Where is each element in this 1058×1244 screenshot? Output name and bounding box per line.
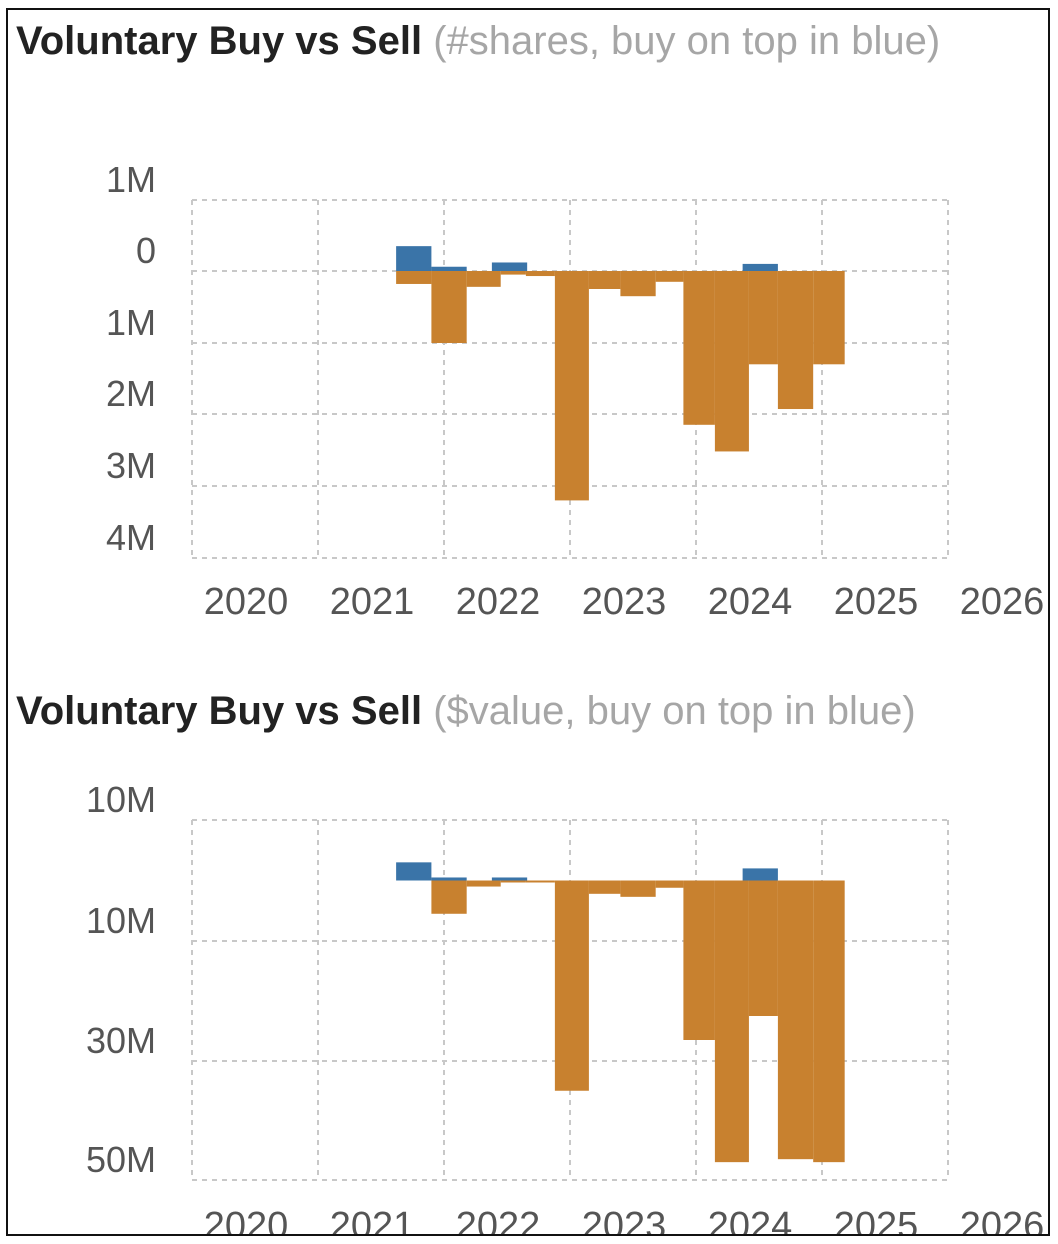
buy-bar (396, 246, 432, 271)
sell-bar (431, 880, 467, 914)
sell-bar (655, 880, 684, 888)
sell-bar (500, 271, 526, 275)
sell-bar (588, 271, 621, 289)
y-tick-label: 30M (86, 1020, 156, 1061)
sell-bar (466, 880, 501, 887)
sell-bar (396, 271, 432, 284)
value-chart-block: Voluntary Buy vs Sell ($value, buy on to… (8, 10, 1048, 1236)
buy-bar (742, 868, 778, 881)
sell-bar (748, 880, 778, 1016)
sell-bar (466, 271, 501, 287)
y-tick-label: 1M (106, 302, 156, 343)
value-bar-chart: 10M 10M 30M 50M 2020 2021 2022 2023 2024 2025 2026 (86, 779, 1045, 1236)
y-tick-label: 4M (106, 517, 156, 558)
x-tick-label: 2025 (834, 1205, 919, 1236)
value-chart-title: Voluntary Buy vs Sell ($value, buy on to… (16, 686, 1048, 736)
sell-bar (813, 880, 845, 1163)
sell-bar (500, 880, 526, 883)
x-tick-label: 2024 (708, 1205, 793, 1236)
shares-chart-block: Voluntary Buy vs Sell (#shares, buy on t… (8, 10, 1048, 670)
shares-chart-title: Voluntary Buy vs Sell (#shares, buy on t… (16, 16, 1016, 66)
x-tick-label: 2022 (456, 1205, 541, 1236)
x-tick-label: 2022 (456, 581, 541, 623)
y-tick-label: 2M (106, 373, 156, 414)
x-tick-label: 2023 (582, 581, 667, 623)
shares-bar-chart: 1M 0 1M 2M 3M 4M 2020 2021 2022 2023 2024 2025 2026 (106, 159, 1045, 623)
sell-bar (683, 271, 715, 425)
buy-bar (396, 862, 432, 881)
sell-bar (620, 880, 656, 897)
shares-chart-title-sub: (#shares, buy on top in blue) (433, 19, 941, 63)
y-tick-label: 3M (106, 445, 156, 486)
sell-bar (748, 271, 778, 365)
buy-bar (431, 266, 467, 271)
x-tick-label: 2020 (204, 581, 289, 623)
value-chart-title-sub: ($value, buy on top in blue) (433, 689, 916, 733)
value-chart-title-main: Voluntary Buy vs Sell (16, 689, 423, 733)
sell-bar (588, 880, 621, 894)
sell-bar (620, 271, 656, 297)
x-tick-label: 2023 (582, 1205, 667, 1236)
x-tick-label: 2024 (708, 581, 793, 623)
buy-bar (491, 877, 528, 881)
sell-bar (431, 271, 467, 343)
y-tick-label: 0 (136, 230, 156, 271)
x-tick-label: 2021 (330, 581, 415, 623)
sell-bar (554, 880, 589, 1091)
sell-bar (554, 271, 589, 501)
figure-frame: Voluntary Buy vs Sell (#shares, buy on t… (6, 8, 1050, 1236)
x-tick-label: 2020 (204, 1205, 289, 1236)
sell-bar (813, 271, 845, 365)
buy-bar (431, 877, 467, 881)
sell-bar (525, 271, 555, 277)
sell-bar (525, 880, 555, 883)
buy-bar (491, 262, 528, 271)
x-tick-label: 2021 (330, 1205, 415, 1236)
x-tick-label: 2025 (834, 581, 919, 623)
y-tick-label: 10M (86, 900, 156, 941)
x-tick-label: 2026 (960, 1205, 1045, 1236)
buy-bar (742, 263, 778, 271)
sell-bar (655, 271, 684, 282)
sell-bar (777, 271, 814, 410)
sell-bar (714, 880, 749, 1163)
y-tick-label: 50M (86, 1139, 156, 1180)
y-tick-label: 10M (86, 779, 156, 820)
sell-bar (714, 271, 749, 452)
x-tick-label: 2026 (960, 581, 1045, 623)
y-tick-label: 1M (106, 159, 156, 200)
sell-bar (777, 880, 814, 1160)
shares-chart-title-main: Voluntary Buy vs Sell (16, 19, 423, 63)
sell-bar (683, 880, 715, 1040)
